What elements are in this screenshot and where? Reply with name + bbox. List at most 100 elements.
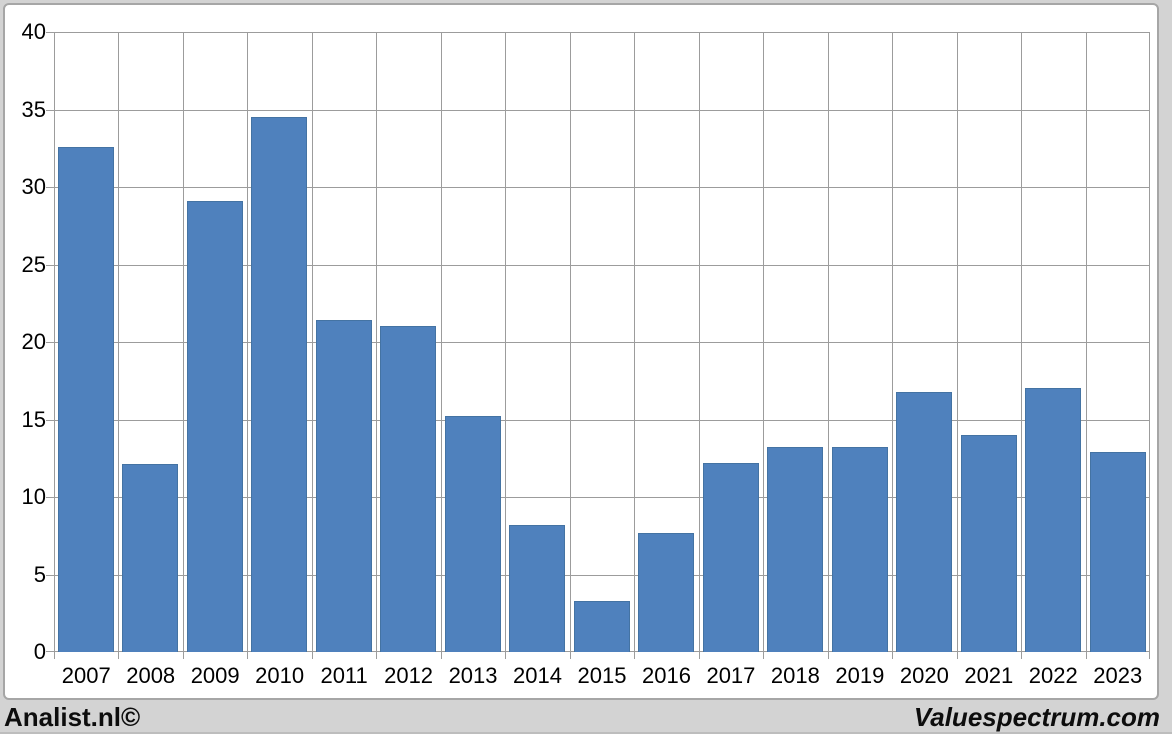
bar-2023 <box>1090 452 1146 652</box>
bar-2011 <box>316 320 372 652</box>
x-axis-label-2015: 2015 <box>577 663 627 688</box>
x-axis-label-2018: 2018 <box>770 663 820 688</box>
gridline-x-15 <box>1021 32 1022 652</box>
bar-2022 <box>1025 388 1081 652</box>
gridline-x-9 <box>634 32 635 652</box>
x-tick-15 <box>1021 652 1022 659</box>
x-axis-label-2012: 2012 <box>384 663 434 688</box>
x-axis-label-2014: 2014 <box>513 663 562 688</box>
gridline-x-16 <box>1086 32 1087 652</box>
x-axis-label-2010: 2010 <box>255 663 305 688</box>
gridline-x-5 <box>376 32 377 652</box>
x-axis-label-2020: 2020 <box>899 663 949 688</box>
x-axis-label-2016: 2016 <box>641 663 691 688</box>
plot-area <box>54 32 1150 652</box>
y-tick-35 <box>46 110 54 111</box>
gridline-y-15 <box>54 420 1150 421</box>
gridline-y-10 <box>54 497 1150 498</box>
gridline-x-10 <box>699 32 700 652</box>
x-axis-label-2017: 2017 <box>706 663 756 688</box>
gridline-x-6 <box>441 32 442 652</box>
gridline-x-1 <box>118 32 119 652</box>
x-tick-7 <box>505 652 506 659</box>
bar-2018 <box>767 447 823 652</box>
x-tick-12 <box>828 652 829 659</box>
y-axis-label-25: 25 <box>21 252 46 277</box>
x-axis-label-2013: 2013 <box>448 663 498 688</box>
x-tick-9 <box>634 652 635 659</box>
x-tick-13 <box>892 652 893 659</box>
gridline-x-3 <box>247 32 248 652</box>
x-axis-label-2009: 2009 <box>190 663 240 688</box>
y-tick-10 <box>46 497 54 498</box>
bar-2014 <box>509 525 565 652</box>
x-tick-10 <box>699 652 700 659</box>
gridline-x-14 <box>957 32 958 652</box>
x-tick-14 <box>957 652 958 659</box>
bar-2010 <box>251 117 307 652</box>
gridline-y-5 <box>54 575 1150 576</box>
x-axis-label-2022: 2022 <box>1028 663 1078 688</box>
gridline-x-12 <box>828 32 829 652</box>
y-tick-0 <box>46 651 54 652</box>
gridline-y-30 <box>54 187 1150 188</box>
gridline-x-13 <box>892 32 893 652</box>
bar-2021 <box>961 435 1017 652</box>
x-tick-16 <box>1086 652 1087 659</box>
footer-brand-analist: Analist.nl© <box>4 702 141 732</box>
bar-2013 <box>445 416 501 652</box>
gridline-y-20 <box>54 342 1150 343</box>
bar-2015 <box>574 601 630 652</box>
x-tick-4 <box>312 652 313 659</box>
x-axis-label-2021: 2021 <box>964 663 1014 688</box>
y-axis-label-20: 20 <box>21 329 46 354</box>
gridline-x-4 <box>312 32 313 652</box>
bar-2020 <box>896 392 952 652</box>
y-tick-5 <box>46 575 54 576</box>
x-tick-8 <box>570 652 571 659</box>
y-tick-40 <box>46 32 54 33</box>
bar-2017 <box>703 463 759 652</box>
gridline-x-8 <box>570 32 571 652</box>
bar-2007 <box>58 147 114 652</box>
gridline-y-40 <box>54 32 1150 33</box>
x-tick-6 <box>441 652 442 659</box>
x-tick-3 <box>247 652 248 659</box>
footer-bar: Analist.nl© Valuespectrum.com <box>0 700 1172 734</box>
gridline-x-2 <box>183 32 184 652</box>
x-tick-0 <box>54 652 55 659</box>
bottom-edge-divider <box>0 732 1172 734</box>
x-tick-1 <box>118 652 119 659</box>
y-axis-label-5: 5 <box>33 562 46 587</box>
x-tick-2 <box>183 652 184 659</box>
x-axis-label-2019: 2019 <box>835 663 885 688</box>
y-tick-30 <box>46 187 54 188</box>
footer-brand-valuespectrum: Valuespectrum.com <box>913 702 1160 732</box>
y-axis-label-30: 30 <box>21 174 46 199</box>
x-axis-label-2008: 2008 <box>126 663 176 688</box>
y-axis-label-0: 0 <box>33 639 46 664</box>
y-axis-label-10: 10 <box>21 484 46 509</box>
gridline-x-17 <box>1149 32 1150 652</box>
y-axis-label-40: 40 <box>21 19 46 44</box>
gridline-y-25 <box>54 265 1150 266</box>
chart-panel: 0 5 10 15 20 25 30 35 40 2007 2008 2009 2010 2011 201… <box>3 3 1159 700</box>
gridline-x-7 <box>505 32 506 652</box>
y-axis-label-15: 15 <box>21 407 46 432</box>
bar-2016 <box>638 533 694 652</box>
gridline-y-35 <box>54 110 1150 111</box>
bar-2019 <box>832 447 888 652</box>
x-tick-11 <box>763 652 764 659</box>
y-axis-label-35: 35 <box>21 97 46 122</box>
x-axis-label-2007: 2007 <box>61 663 111 688</box>
x-tick-5 <box>376 652 377 659</box>
y-tick-20 <box>46 342 54 343</box>
bar-2012 <box>380 326 436 652</box>
x-tick-17 <box>1149 652 1150 659</box>
bar-2009 <box>187 201 243 652</box>
gridline-x-11 <box>763 32 764 652</box>
x-axis-label-2011: 2011 <box>320 663 368 688</box>
gridline-x-0 <box>54 32 55 652</box>
y-tick-25 <box>46 265 54 266</box>
